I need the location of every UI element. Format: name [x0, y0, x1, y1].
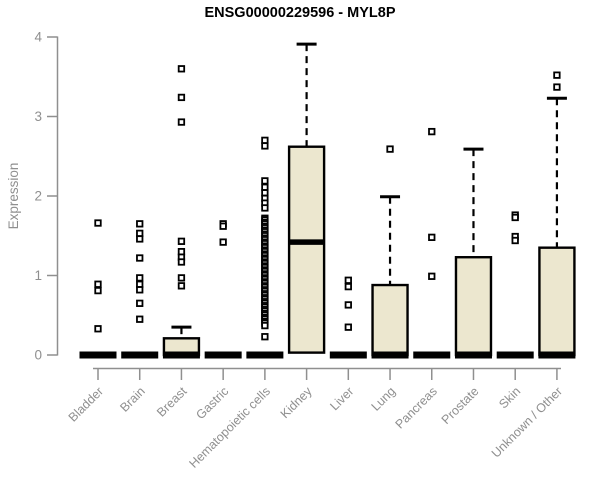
outlier-point-pancreas [428, 233, 436, 241]
outlier-point-hematopoietic-cells [261, 204, 269, 212]
median-lung [371, 351, 409, 359]
box-prostate [454, 256, 493, 357]
outlier-point-bladder [94, 325, 102, 333]
flat-box-gastric [204, 351, 242, 359]
outlier-point-unknown-other [553, 83, 561, 91]
x-tick-label-pancreas: Pancreas [393, 384, 440, 431]
x-tick-label-gastric: Gastric [193, 384, 231, 422]
flat-box-brain [121, 351, 159, 359]
outlier-point-brain [136, 220, 144, 228]
outlier-point-brain [136, 235, 144, 243]
outlier-point-hematopoietic-cells [261, 333, 269, 341]
outlier-point-liver [344, 282, 352, 291]
flat-box-pancreas [413, 351, 451, 359]
outlier-point-brain [136, 315, 144, 323]
outlier-point-brain [136, 274, 144, 282]
x-tick-label-skin: Skin [496, 384, 523, 411]
outlier-point-bladder [94, 286, 102, 295]
y-tick-label: 3 [34, 109, 42, 124]
outlier-point-breast [177, 274, 186, 282]
flat-box-bladder [79, 351, 117, 359]
x-tick-label-unknown-other: Unknown / Other [489, 384, 565, 460]
x-tick-label-brain: Brain [117, 384, 148, 415]
outlier-point-bladder [94, 219, 102, 227]
x-tick-label-hematopoietic-cells: Hematopoietic cells [186, 384, 273, 471]
flat-box-hematopoietic-cells [246, 351, 284, 359]
outlier-point-pancreas [428, 272, 436, 280]
outlier-point-brain [136, 286, 144, 294]
outlier-point-skin [511, 236, 519, 245]
y-tick-label: 2 [34, 189, 42, 204]
outlier-point-hematopoietic-cells [261, 177, 269, 185]
y-tick-label: 0 [34, 348, 42, 363]
median-kidney [289, 239, 325, 245]
outlier-point-breast [177, 118, 186, 126]
outlier-point-breast [177, 237, 186, 245]
flat-box-liver [329, 351, 367, 359]
x-tick-label-prostate: Prostate [439, 384, 482, 427]
box-kidney [287, 145, 326, 354]
x-tick-label-lung: Lung [369, 384, 399, 414]
outlier-point-breast [177, 282, 186, 290]
outlier-point-breast [177, 65, 186, 73]
outlier-point-brain [136, 254, 144, 262]
outlier-point-liver [344, 323, 352, 331]
outlier-point-liver [344, 276, 352, 284]
outlier-point-breast [177, 93, 186, 102]
flat-box-skin [496, 351, 534, 359]
outlier-point-hematopoietic-cells [261, 321, 269, 330]
outlier-point-skin [511, 213, 519, 222]
median-breast [162, 351, 200, 359]
outlier-point-bladder [94, 280, 102, 288]
box-lung [371, 283, 409, 357]
outlier-point-gastric [219, 222, 227, 230]
median-unknown-other [538, 351, 576, 359]
x-tick-label-bladder: Bladder [66, 384, 106, 424]
chart-title: ENSG00000229596 - MYL8P [204, 5, 396, 21]
outlier-point-brain [136, 299, 144, 307]
outlier-point-hematopoietic-cells [261, 142, 269, 150]
outlier-point-lung [386, 145, 394, 153]
box-unknown-other [538, 246, 576, 357]
y-tick-label: 4 [34, 30, 42, 45]
x-tick-label-liver: Liver [327, 384, 356, 413]
outlier-point-gastric [219, 238, 227, 246]
outlier-point-liver [344, 301, 352, 309]
median-prostate [454, 351, 492, 359]
x-tick-label-kidney: Kidney [278, 384, 315, 421]
y-tick-label: 1 [34, 268, 42, 283]
x-tick-label-breast: Breast [154, 384, 190, 420]
outlier-point-pancreas [428, 127, 436, 136]
outlier-point-unknown-other [553, 71, 561, 79]
outlier-point-breast [177, 258, 186, 266]
